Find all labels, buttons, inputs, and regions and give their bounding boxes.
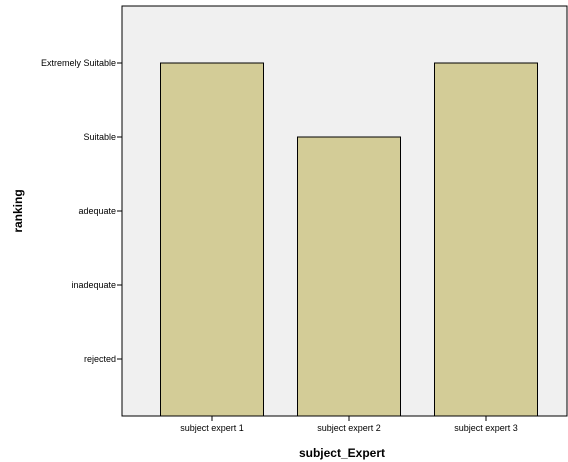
y-axis-title: ranking: [11, 189, 25, 232]
x-axis-title: subject_Expert: [299, 446, 385, 460]
bar: [434, 62, 538, 417]
x-tick-label: subject expert 2: [317, 423, 381, 433]
x-tick-label: subject expert 3: [454, 423, 518, 433]
y-tick-label: rejected: [84, 354, 116, 364]
bar: [160, 62, 264, 417]
x-axis-ticks: subject expert 1 subject expert 2 subject …: [180, 416, 518, 433]
x-tick-label: subject expert 1: [180, 423, 244, 433]
y-axis-ticks: rejected inadequate adequate Suitable Extrem…: [41, 58, 122, 364]
y-tick-label: adequate: [78, 206, 116, 216]
y-tick-label: Extremely Suitable: [41, 58, 116, 68]
bars-group: [160, 62, 538, 417]
bar: [297, 136, 401, 417]
y-tick-label: inadequate: [71, 280, 116, 290]
y-tick-label: Suitable: [83, 132, 116, 142]
